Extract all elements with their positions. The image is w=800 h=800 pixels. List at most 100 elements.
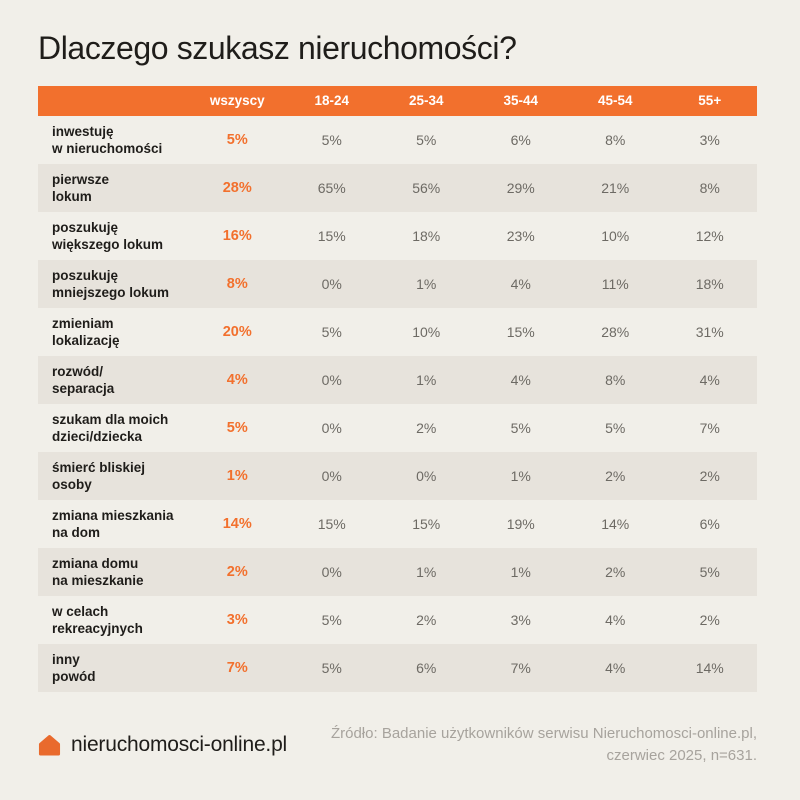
value-cell: 3% xyxy=(226,611,248,628)
value-cell: 0% xyxy=(321,275,342,292)
table-row: inny powód 7% 5% 6% 7% 4% 14% xyxy=(38,643,757,692)
row-label-line: zmiana mieszkania xyxy=(52,507,174,523)
column-header-45-54: 45-54 xyxy=(597,93,633,109)
value-cell: 1% xyxy=(226,467,248,484)
value-cell: 2% xyxy=(226,563,248,580)
row-label-line: osoby xyxy=(52,476,92,492)
page-title: Dlaczego szukasz nieruchomości? xyxy=(38,30,517,66)
value-cell: 2% xyxy=(416,419,437,436)
value-cell: 1% xyxy=(510,467,531,484)
value-cell: 5% xyxy=(321,323,342,340)
value-cell: 7% xyxy=(226,659,248,676)
value-cell: 5% xyxy=(699,563,720,580)
row-label-line: na dom xyxy=(52,524,101,540)
value-cell: 0% xyxy=(321,563,342,580)
value-cell: 3% xyxy=(699,131,720,148)
column-header-25-34: 25-34 xyxy=(408,93,444,109)
row-label-line: lokalizację xyxy=(52,332,120,348)
row-label: inny powód xyxy=(38,644,190,692)
table-row: poszukuję większego lokum 16% 15% 18% 23% 10% 1… xyxy=(38,212,757,260)
row-label: szukam dla moich dzieci/dziecka xyxy=(38,404,190,452)
value-cell: 4% xyxy=(605,611,626,628)
table-row: zmieniam lokalizację 20% 5% 10% 15% 28% 31% xyxy=(38,308,757,356)
value-cell: 15% xyxy=(506,323,535,340)
value-cell: 11% xyxy=(601,275,629,292)
row-label: zmiana domu na mieszkanie xyxy=(38,548,190,596)
value-cell: 4% xyxy=(226,371,248,388)
value-cell: 7% xyxy=(699,419,720,436)
value-cell: 1% xyxy=(416,275,437,292)
value-cell: 4% xyxy=(510,275,531,292)
value-cell: 0% xyxy=(416,467,437,484)
row-label-line: w celach xyxy=(52,603,109,619)
row-label: śmierć bliskiej osoby xyxy=(38,452,190,500)
value-cell: 6% xyxy=(699,515,720,532)
value-cell: 0% xyxy=(321,419,342,436)
value-cell: 18% xyxy=(412,227,441,244)
value-cell: 5% xyxy=(321,659,342,676)
value-cell: 8% xyxy=(605,131,626,148)
value-cell: 5% xyxy=(510,419,531,436)
row-label: poszukuję większego lokum xyxy=(38,212,190,260)
value-cell: 1% xyxy=(416,371,437,388)
row-label-line: rekreacyjnych xyxy=(52,620,143,636)
table-row: zmiana mieszkania na dom 14% 15% 15% 19% 14% 6% xyxy=(38,500,757,548)
value-cell: 14% xyxy=(601,515,630,532)
table-row: rozwód/separacja 4% 0% 1% 4% 8% 4% xyxy=(38,355,757,404)
value-cell: 5% xyxy=(226,131,248,148)
value-cell: 8% xyxy=(605,371,626,388)
value-cell: 4% xyxy=(605,659,626,676)
row-label-line: poszukuję xyxy=(52,267,119,283)
value-cell: 6% xyxy=(416,659,437,676)
value-cell: 2% xyxy=(699,467,720,484)
value-cell: 31% xyxy=(695,323,724,340)
table-body: inwestuję w nieruchomości 5% 5% 5% 6% 8% 3% pier… xyxy=(38,116,757,692)
value-cell: 0% xyxy=(321,467,342,484)
row-label-line: mniejszego lokum xyxy=(52,284,170,300)
row-label: w celach rekreacyjnych xyxy=(38,596,190,644)
value-cell: 3% xyxy=(510,611,531,628)
value-cell: 15% xyxy=(412,515,441,532)
table-row: w celach rekreacyjnych 3% 5% 2% 3% 4% 2% xyxy=(38,596,757,644)
row-label-line: separacja xyxy=(52,380,115,396)
row-label: inwestuję w nieruchomości xyxy=(38,116,190,164)
value-cell: 2% xyxy=(699,611,720,628)
column-header-18-24: 18-24 xyxy=(314,93,350,109)
value-cell: 65% xyxy=(317,179,346,196)
value-cell: 10% xyxy=(601,227,630,244)
value-cell: 23% xyxy=(506,227,535,244)
value-cell: 15% xyxy=(317,227,346,244)
value-cell: 28% xyxy=(222,179,252,196)
table-row: śmierć bliskiej osoby 1% 0% 0% 1% 2% 2% xyxy=(38,451,757,500)
value-cell: 5% xyxy=(416,131,437,148)
value-cell: 2% xyxy=(416,611,437,628)
value-cell: 0% xyxy=(321,371,342,388)
row-label-line: rozwód/ xyxy=(52,363,103,379)
row-label-line: w nieruchomości xyxy=(52,140,163,156)
value-cell: 8% xyxy=(699,179,720,196)
row-label: poszukuję mniejszego lokum xyxy=(38,260,190,308)
brand-logo: nieruchomosci-online.pl xyxy=(38,733,287,757)
value-cell: 1% xyxy=(416,563,437,580)
value-cell: 29% xyxy=(506,179,535,196)
value-cell: 20% xyxy=(222,323,252,340)
table-row: szukam dla moich dzieci/dziecka 5% 0% 2% 5% 5%… xyxy=(38,404,757,452)
table-row: zmiana domu na mieszkanie 2% 0% 1% 1% 2% 5% xyxy=(38,547,757,596)
row-label: pierwsze lokum xyxy=(38,164,190,212)
percent-table: wszyscy 18-24 25-34 35-44 45-54 55+ inwestuję… xyxy=(38,85,757,692)
table-row: pierwsze lokum 28% 65% 56% 29% 21% 8% xyxy=(38,163,757,212)
table-header-row: wszyscy 18-24 25-34 35-44 45-54 55+ xyxy=(38,85,757,116)
brand-name: nieruchomosci-online.pl xyxy=(71,732,288,756)
value-cell: 4% xyxy=(510,371,531,388)
row-label-line: większego lokum xyxy=(52,236,164,252)
value-cell: 7% xyxy=(510,659,531,676)
value-cell: 5% xyxy=(605,419,626,436)
row-label-line: na mieszkanie xyxy=(52,572,144,588)
value-cell: 14% xyxy=(695,659,724,676)
value-cell: 2% xyxy=(605,563,626,580)
row-label-line: zmieniam xyxy=(52,315,114,331)
row-label-line: zmiana domu xyxy=(52,555,139,571)
house-icon xyxy=(38,734,61,756)
column-header-wszyscy: wszyscy xyxy=(209,93,265,109)
value-cell: 5% xyxy=(321,131,342,148)
